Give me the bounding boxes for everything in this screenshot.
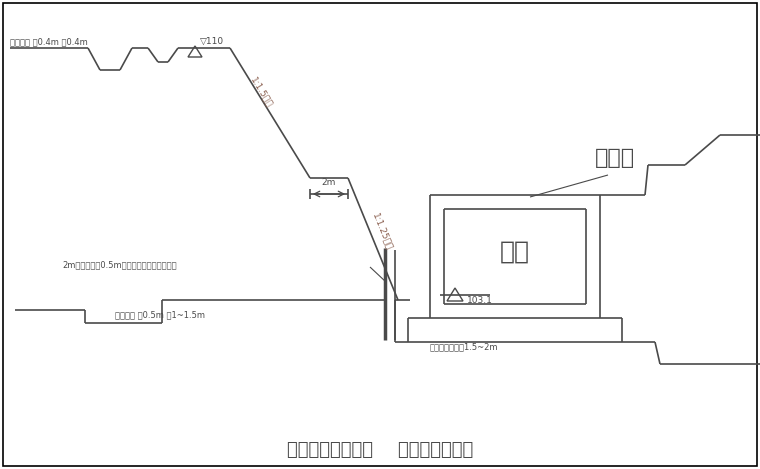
Text: 需要时增加松木桩    边坡加固示意图: 需要时增加松木桩 边坡加固示意图 — [287, 441, 473, 459]
Text: 帮手篱插设宽度1.5~2m: 帮手篱插设宽度1.5~2m — [430, 342, 499, 351]
Text: 2m: 2m — [321, 177, 336, 187]
Text: ▽110: ▽110 — [200, 37, 224, 46]
Text: 引水渠: 引水渠 — [595, 148, 635, 168]
Text: 排水明沟 深0.4m 宽0.4m: 排水明沟 深0.4m 宽0.4m — [10, 37, 87, 46]
Text: 1:1.25坡坡: 1:1.25坡坡 — [370, 212, 394, 252]
Text: 基坑: 基坑 — [500, 240, 530, 264]
Text: 1:1.5坡坡: 1:1.5坡坡 — [249, 75, 274, 109]
Text: 103.1: 103.1 — [467, 295, 493, 304]
Text: 2m长木桩间距0.5m插入边坡上用竹篾篮固桩: 2m长木桩间距0.5m插入边坡上用竹篾篮固桩 — [62, 260, 176, 270]
Text: 排水明沟 深0.5m 宽1~1.5m: 排水明沟 深0.5m 宽1~1.5m — [115, 310, 205, 319]
